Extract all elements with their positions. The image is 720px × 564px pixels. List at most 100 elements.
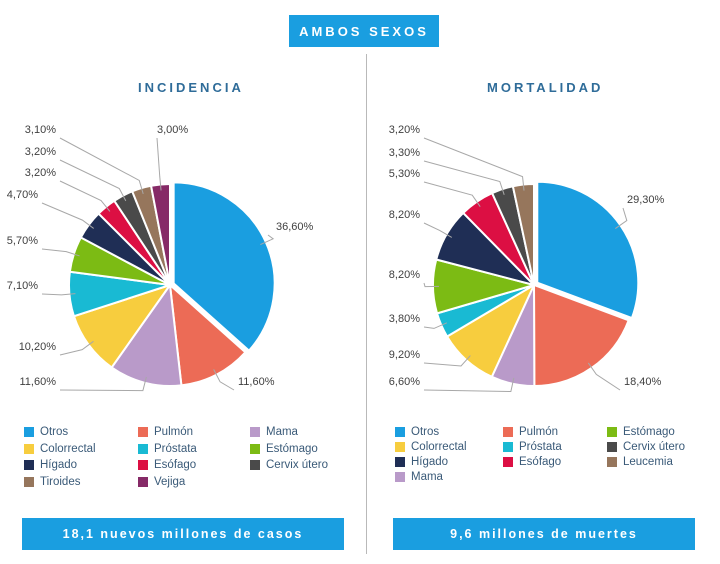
- leader-line-vejiga: [156, 137, 162, 191]
- value-label-cervix-utero: 3,30%: [389, 147, 420, 159]
- legend-swatch: [24, 427, 34, 437]
- value-label-otros: 36,60%: [276, 221, 314, 233]
- legend-swatch: [395, 457, 405, 467]
- legend-item-mama: Mama: [395, 471, 443, 483]
- leader-line-tiroides: [59, 137, 144, 194]
- legend-item-esofago: Esófago: [503, 456, 561, 468]
- leader-line-higado: [41, 202, 94, 229]
- legend-label: Estómago: [623, 426, 675, 438]
- value-label-mama: 6,60%: [389, 376, 420, 388]
- legend-item-colorrectal: Colorrectal: [395, 441, 467, 453]
- leader-line-leucemia: [423, 137, 525, 191]
- leader-line-pulmon: [587, 362, 621, 391]
- legend-item-leucemia: Leucemia: [607, 456, 673, 468]
- legend-swatch: [138, 427, 148, 437]
- legend-swatch: [138, 476, 148, 487]
- legend-label: Estómago: [266, 442, 318, 455]
- legend-swatch: [607, 427, 617, 437]
- legend-item-prostata: Próstata: [138, 443, 197, 455]
- value-label-estomago: 8,20%: [389, 269, 420, 281]
- legend-swatch: [250, 443, 260, 454]
- value-label-mama: 11,60%: [20, 376, 57, 388]
- incidence-title: INCIDENCIA: [138, 80, 244, 95]
- legend-label: Esófago: [154, 459, 197, 471]
- legend-label: Próstata: [154, 442, 197, 455]
- legend-item-otros: Otros: [24, 426, 68, 438]
- legend-label: Leucemia: [623, 456, 673, 468]
- value-label-esofago: 5,30%: [389, 168, 420, 180]
- value-label-vejiga: 3,00%: [157, 124, 188, 136]
- legend-item-estomago: Estómago: [250, 443, 318, 455]
- value-label-prostata: 3,80%: [389, 313, 420, 325]
- leader-line-otros: [615, 207, 628, 229]
- mortality-total-banner: 9,6 millones de muertes: [393, 518, 695, 550]
- legend-swatch: [24, 476, 34, 487]
- legend-label: Otros: [40, 426, 69, 438]
- legend-item-estomago: Estómago: [607, 426, 675, 438]
- value-label-colorrectal: 9,20%: [389, 349, 420, 361]
- leader-line-cervix-utero: [423, 160, 505, 195]
- legend-label: Colorrectal: [40, 442, 96, 455]
- leader-line-prostata: [41, 293, 76, 296]
- leader-line-cervix-utero: [59, 159, 127, 202]
- leader-line-esofago: [423, 181, 481, 207]
- legend-item-higado: Hígado: [24, 459, 77, 471]
- legend-swatch: [503, 457, 513, 467]
- legend-item-cervix-utero: Cervix útero: [607, 441, 685, 453]
- legend-swatch: [503, 442, 513, 452]
- value-label-cervix-utero: 3,20%: [25, 146, 56, 158]
- legend-label: Mama: [266, 426, 298, 438]
- leader-line-otros: [260, 234, 275, 246]
- legend-swatch: [607, 457, 617, 467]
- legend-label: Mama: [411, 471, 443, 483]
- legend-swatch: [395, 472, 405, 482]
- legend-item-otros: Otros: [395, 426, 439, 438]
- legend-item-vejiga: Vejiga: [138, 476, 185, 488]
- legend-swatch: [24, 443, 34, 454]
- legend-label: Colorrectal: [411, 441, 467, 453]
- leader-line-esofago: [59, 180, 111, 212]
- legend-swatch: [24, 460, 34, 470]
- legend-label: Pulmón: [154, 426, 193, 438]
- legend-swatch: [395, 442, 405, 452]
- value-label-pulmon: 18,40%: [624, 376, 662, 388]
- legend-item-colorrectal: Colorrectal: [24, 443, 96, 455]
- leader-line-mama: [59, 376, 147, 392]
- legend-item-pulmon: Pulmón: [138, 426, 193, 438]
- value-label-estomago: 5,70%: [7, 235, 38, 247]
- leader-line-estomago: [41, 248, 80, 257]
- value-label-esofago: 3,20%: [25, 167, 56, 179]
- legend-label: Cervix útero: [623, 441, 685, 453]
- legend-label: Vejiga: [154, 475, 186, 488]
- value-label-prostata: 7,10%: [7, 280, 38, 292]
- legend-label: Otros: [411, 426, 440, 438]
- legend-swatch: [395, 427, 405, 437]
- value-label-leucemia: 3,20%: [389, 124, 420, 136]
- legend-item-tiroides: Tiroides: [24, 476, 80, 488]
- legend-item-cervix-utero: Cervix útero: [250, 459, 328, 471]
- value-label-higado: 4,70%: [7, 189, 38, 201]
- leader-line-estomago: [423, 282, 440, 288]
- legend-label: Hígado: [40, 459, 78, 471]
- legend-swatch: [607, 442, 617, 452]
- leader-line-mama: [423, 377, 515, 393]
- leader-line-colorrectal: [423, 355, 471, 367]
- value-label-colorrectal: 10,20%: [19, 341, 57, 353]
- value-label-higado: 8,20%: [389, 209, 420, 221]
- legend-item-higado: Hígado: [395, 456, 448, 468]
- value-label-tiroides: 3,10%: [25, 124, 56, 136]
- leader-line-higado: [423, 222, 453, 238]
- leader-line-pulmon: [213, 369, 235, 391]
- legend-label: Próstata: [519, 441, 562, 453]
- legend-swatch: [250, 427, 260, 437]
- value-label-pulmon: 11,60%: [238, 376, 275, 388]
- legend-label: Pulmón: [519, 426, 558, 438]
- panel-divider: [366, 54, 367, 554]
- legend-label: Esófago: [519, 456, 562, 468]
- incidence-total-banner: 18,1 nuevos millones de casos: [22, 518, 344, 550]
- value-label-otros: 29,30%: [627, 194, 665, 206]
- legend-swatch: [138, 460, 148, 470]
- leader-line-colorrectal: [59, 340, 94, 356]
